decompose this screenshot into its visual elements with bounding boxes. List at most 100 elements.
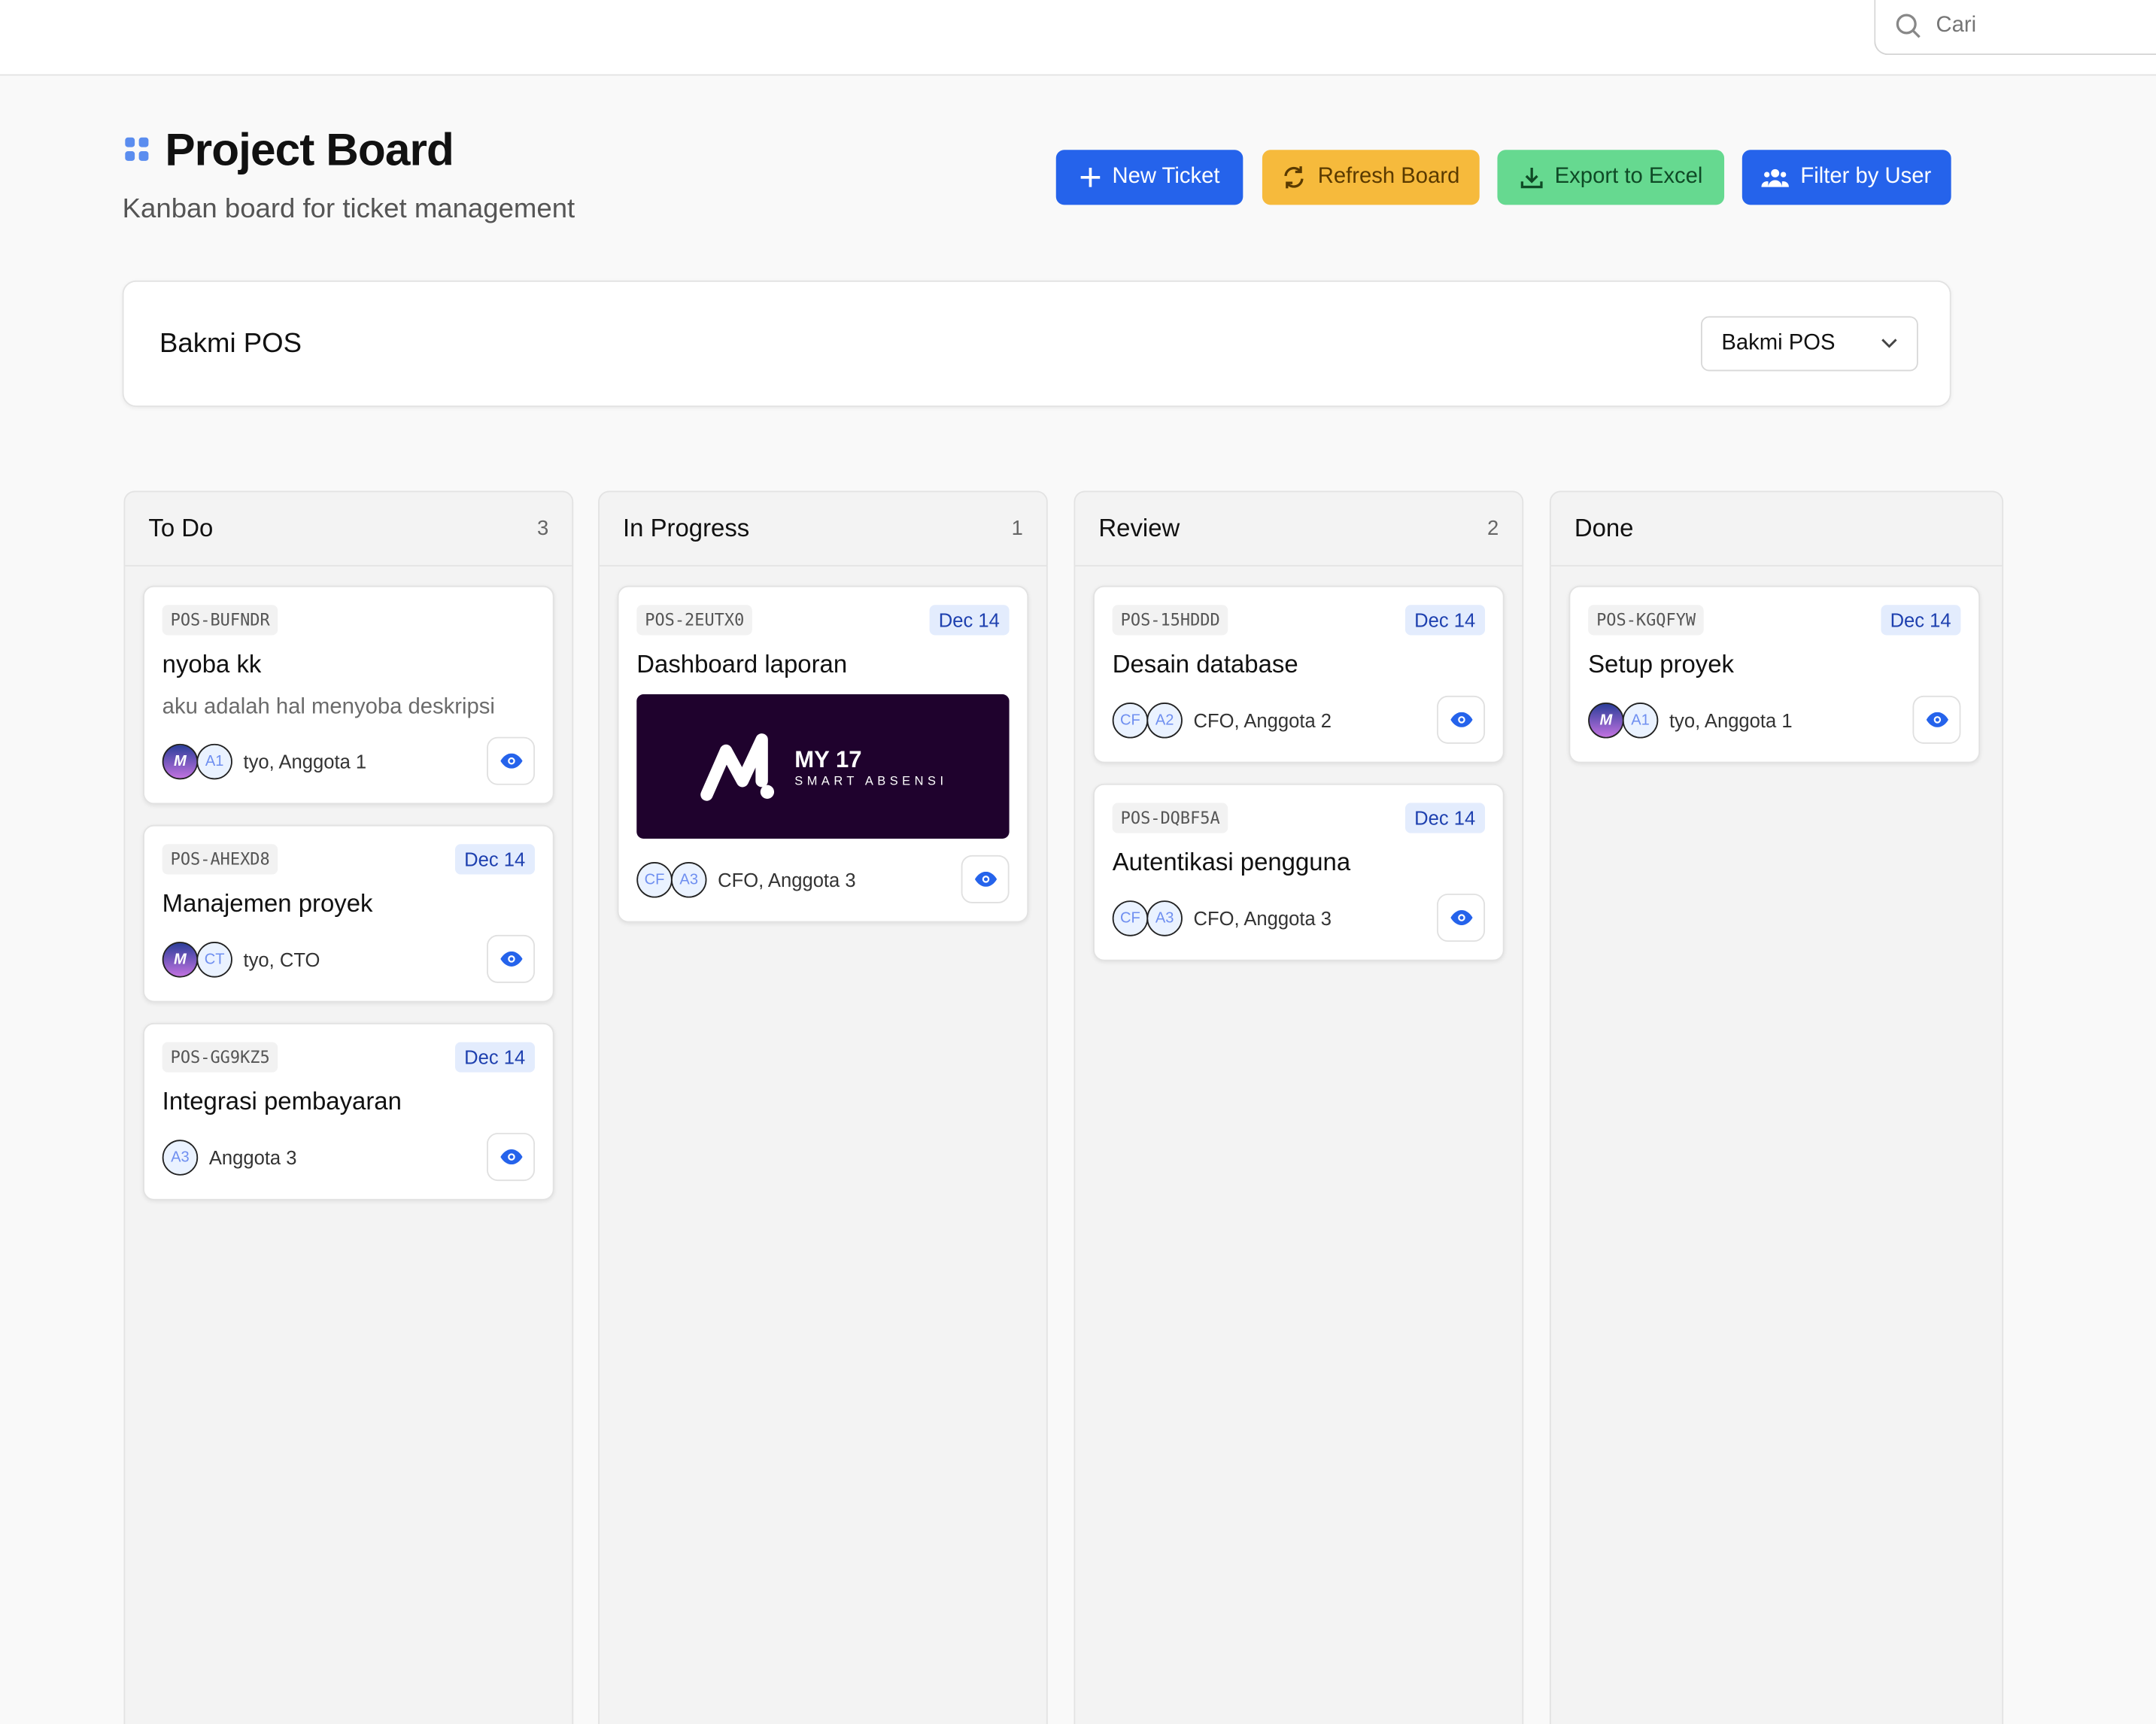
view-ticket-button[interactable] <box>1437 894 1486 942</box>
assignees: A3 Anggota 3 <box>162 1139 297 1175</box>
due-date-badge: Dec 14 <box>454 844 536 875</box>
export-label: Export to Excel <box>1554 165 1703 189</box>
ticket-card[interactable]: POS-15HDDD Dec 14 Desain database CF A2 CFO,… <box>1093 585 1505 763</box>
ticket-card[interactable]: POS-AHEXD8 Dec 14 Manajemen proyek M CT tyo,… <box>143 824 554 1003</box>
ticket-code: POS-2EUTX0 <box>636 605 753 636</box>
ticket-code: POS-KGQFYW <box>1588 605 1705 636</box>
export-excel-button[interactable]: Export to Excel <box>1497 150 1725 205</box>
search-box[interactable] <box>1874 0 2156 56</box>
refresh-icon <box>1285 166 1304 189</box>
grid-icon <box>125 137 149 161</box>
avatar: A3 <box>670 861 707 897</box>
chevron-down-icon <box>1881 338 1897 348</box>
eye-icon <box>1450 910 1472 926</box>
eye-icon <box>500 1149 522 1165</box>
column-header: To Do 3 <box>125 492 572 567</box>
due-date-badge: Dec 14 <box>1404 803 1486 833</box>
avatar: M <box>162 941 199 977</box>
assignee-names: Anggota 3 <box>208 1146 297 1168</box>
project-select-value: Bakmi POS <box>1721 331 1836 355</box>
eye-icon <box>500 753 522 769</box>
avatar: CF <box>1112 702 1149 738</box>
avatar: A1 <box>1622 702 1659 738</box>
ticket-card[interactable]: POS-DQBF5A Dec 14 Autentikasi pengguna CF A… <box>1093 783 1505 961</box>
view-ticket-button[interactable] <box>487 1133 536 1182</box>
column-done: Done POS-KGQFYW Dec 14 Setup proyek M A1 tyo,… <box>1549 490 2004 1724</box>
view-ticket-button[interactable] <box>487 736 536 785</box>
column-header: In Progress 1 <box>599 492 1046 567</box>
ticket-title: nyoba kk <box>162 650 262 678</box>
refresh-label: Refresh Board <box>1317 165 1460 189</box>
ticket-description: aku adalah hal menyoba deskripsi <box>162 695 495 719</box>
new-ticket-label: New Ticket <box>1112 165 1220 189</box>
column-title: Done <box>1574 514 1634 542</box>
filter-label: Filter by User <box>1800 165 1932 189</box>
page-title: Project Board <box>165 123 454 175</box>
assignees: M A1 tyo, Anggota 1 <box>1588 702 1793 738</box>
eye-icon <box>500 951 522 967</box>
ticket-code: POS-DQBF5A <box>1112 803 1228 833</box>
search-input[interactable] <box>1936 13 2156 38</box>
assignees: CF A2 CFO, Anggota 2 <box>1112 702 1332 738</box>
ticket-card[interactable]: POS-BUFNDR nyoba kk aku adalah hal menyob… <box>143 585 554 805</box>
view-ticket-button[interactable] <box>487 934 536 983</box>
column-title: To Do <box>148 514 214 542</box>
ticket-code: POS-BUFNDR <box>162 605 278 636</box>
view-ticket-button[interactable] <box>961 854 1010 903</box>
ticket-title: Setup proyek <box>1588 650 1734 678</box>
avatar: A3 <box>1146 900 1183 936</box>
project-panel: Bakmi POS Bakmi POS <box>122 280 1951 408</box>
ticket-title: Desain database <box>1112 650 1298 678</box>
new-ticket-button[interactable]: New Ticket <box>1055 150 1243 205</box>
filter-by-user-button[interactable]: Filter by User <box>1742 150 1951 205</box>
brand-name: MY 17 <box>794 745 862 772</box>
assignees: CF A3 CFO, Anggota 3 <box>636 861 856 897</box>
ticket-card[interactable]: POS-GG9KZ5 Dec 14 Integrasi pembayaran A3 A… <box>143 1022 554 1200</box>
eye-icon <box>1450 712 1472 727</box>
due-date-badge: Dec 14 <box>1880 605 1961 636</box>
avatar: CF <box>636 861 673 897</box>
column-header: Done <box>1550 492 2003 567</box>
search-icon <box>1896 13 1921 38</box>
column-header: Review 2 <box>1075 492 1523 567</box>
ticket-code: POS-15HDDD <box>1112 605 1228 636</box>
eye-icon <box>1925 712 1948 727</box>
assignee-names: tyo, Anggota 1 <box>1669 709 1793 731</box>
due-date-badge: Dec 14 <box>454 1042 536 1073</box>
view-ticket-button[interactable] <box>1437 695 1486 744</box>
assignee-names: CFO, Anggota 3 <box>1193 906 1332 929</box>
avatar: CF <box>1112 900 1149 936</box>
due-date-badge: Dec 14 <box>1404 605 1486 636</box>
ticket-card[interactable]: POS-2EUTX0 Dec 14 Dashboard laporan MY 17 S… <box>617 585 1029 923</box>
column-count: 2 <box>1487 517 1499 541</box>
my17-logo-icon <box>700 733 774 800</box>
assignee-names: tyo, CTO <box>243 948 320 970</box>
column-in-progress: In Progress 1 POS-2EUTX0 Dec 14 Dashboard l… <box>598 490 1048 1724</box>
eye-icon <box>973 871 997 887</box>
column-title: In Progress <box>622 514 750 542</box>
assignees: CF A3 CFO, Anggota 3 <box>1112 900 1332 936</box>
avatar: M <box>1588 702 1624 738</box>
refresh-board-button[interactable]: Refresh Board <box>1262 150 1480 205</box>
avatar: A3 <box>162 1139 199 1175</box>
column-count: 3 <box>537 517 549 541</box>
column-count: 1 <box>1011 517 1023 541</box>
view-ticket-button[interactable] <box>1912 695 1961 744</box>
ticket-code: POS-GG9KZ5 <box>162 1042 278 1073</box>
assignee-names: CFO, Anggota 3 <box>718 868 856 891</box>
assignees: M CT tyo, CTO <box>162 941 320 977</box>
download-icon <box>1520 167 1543 189</box>
top-bar <box>0 0 2156 76</box>
page-subtitle: Kanban board for ticket management <box>122 193 575 224</box>
plus-icon <box>1080 167 1101 187</box>
ticket-code: POS-AHEXD8 <box>162 844 278 875</box>
ticket-title: Dashboard laporan <box>636 650 848 678</box>
ticket-card[interactable]: POS-KGQFYW Dec 14 Setup proyek M A1 tyo, Ang… <box>1568 585 1981 763</box>
avatar: A2 <box>1146 702 1183 738</box>
ticket-image: MY 17 SMART ABSENSI <box>636 694 1010 839</box>
project-select[interactable]: Bakmi POS <box>1700 316 1918 372</box>
ticket-title: Integrasi pembayaran <box>162 1087 402 1115</box>
assignee-names: CFO, Anggota 2 <box>1193 709 1332 731</box>
avatar: CT <box>196 941 232 977</box>
